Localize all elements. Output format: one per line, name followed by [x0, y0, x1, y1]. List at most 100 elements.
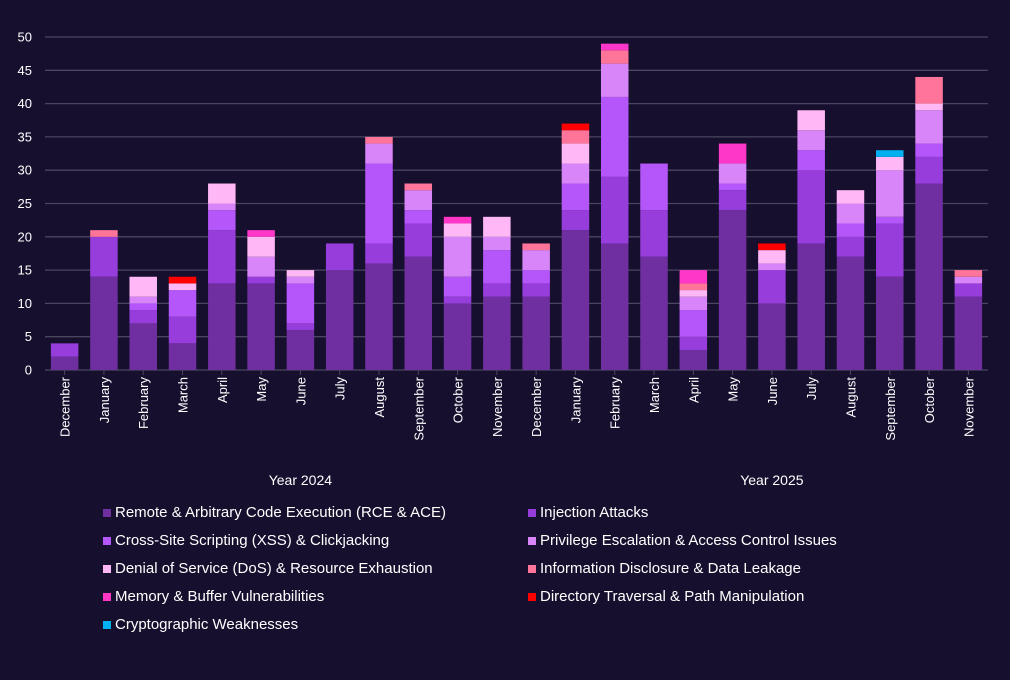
y-tick-label: 25	[18, 196, 32, 211]
x-tick-label: June	[293, 377, 308, 405]
bar-segment	[718, 190, 747, 211]
bar-segment	[758, 243, 786, 251]
y-tick-label: 20	[18, 229, 32, 244]
legend-swatch	[103, 536, 111, 545]
x-tick-label: April	[215, 377, 230, 403]
x-tick-label: August	[843, 377, 858, 418]
bar-segment	[836, 236, 865, 257]
bar-segment	[915, 110, 943, 144]
bar-segment	[836, 190, 865, 204]
x-tick-label: September	[883, 376, 898, 440]
bar-segment	[365, 163, 393, 244]
bar-segment	[483, 236, 511, 251]
x-tick-label: July	[333, 377, 348, 401]
bar-segment	[208, 210, 236, 231]
legend-label: Injection Attacks	[540, 504, 649, 521]
bar-segment	[286, 283, 315, 324]
legend-swatch	[528, 508, 536, 517]
bar-segment	[679, 310, 708, 337]
bar-segment	[797, 130, 825, 151]
bar-segment	[404, 223, 433, 257]
bar-segment	[954, 276, 983, 284]
y-tick-label: 5	[25, 329, 32, 344]
bar-segment	[797, 150, 825, 171]
bar-segment	[286, 270, 315, 277]
bar-segment	[679, 290, 708, 297]
bar-segment	[443, 216, 472, 224]
legend-item: Memory & Buffer Vulnerabilities	[103, 588, 324, 605]
bar-segment	[483, 283, 511, 297]
bar-segment	[443, 223, 472, 237]
group-label: Year 2025	[740, 472, 804, 488]
bar-segment	[600, 176, 629, 244]
bar-segment	[404, 183, 433, 191]
legend-swatch	[103, 508, 111, 517]
bar-segment	[679, 283, 708, 291]
bar-segment	[561, 210, 590, 231]
bar-segment	[522, 283, 550, 297]
legend-label: Remote & Arbitrary Code Execution (RCE &…	[115, 504, 446, 521]
x-tick-label: December	[58, 376, 73, 437]
bar-segment	[522, 296, 550, 370]
bar-segment	[443, 303, 472, 370]
x-tick-label: February	[608, 377, 623, 430]
legend-item: Cryptographic Weaknesses	[103, 616, 298, 633]
bar-segment	[561, 183, 590, 211]
bar-segment	[522, 243, 550, 251]
bar-segment	[561, 143, 590, 164]
x-tick-label: April	[686, 377, 701, 403]
group-label: Year 2024	[269, 472, 333, 488]
bar-segment	[50, 343, 79, 357]
bar-segment	[561, 123, 590, 131]
bar-segment	[915, 103, 943, 111]
bar-segment	[90, 276, 118, 370]
y-tick-label: 10	[18, 296, 32, 311]
bar-segment	[758, 263, 786, 271]
x-tick-label: November	[490, 376, 505, 437]
bar-segment	[483, 216, 511, 237]
legend-swatch	[528, 564, 536, 573]
bar-segment	[208, 203, 236, 211]
x-tick-label: March	[647, 377, 662, 413]
x-tick-label: May	[726, 377, 741, 402]
bar-segment	[758, 250, 786, 264]
bar-segment	[404, 210, 433, 224]
bar-segment	[443, 236, 472, 277]
bar-segment	[168, 343, 197, 370]
legend-swatch	[103, 592, 111, 601]
bar-segment	[915, 183, 943, 370]
y-tick-label: 45	[18, 63, 32, 78]
bar-segment	[640, 256, 668, 370]
bar-segment	[876, 276, 904, 370]
legend-item: Information Disclosure & Data Leakage	[528, 560, 801, 577]
legend-label: Privilege Escalation & Access Control Is…	[540, 532, 837, 549]
bar-segment	[522, 250, 550, 271]
bar-segment	[365, 243, 393, 264]
x-tick-label: March	[176, 377, 191, 413]
x-tick-label: May	[254, 377, 269, 402]
bar-segment	[208, 230, 236, 284]
x-tick-label: August	[372, 377, 387, 418]
x-axis: December January February March April May June…	[58, 370, 976, 488]
bar-segment	[247, 283, 275, 370]
bar-segment	[129, 276, 157, 297]
bar-segment	[168, 316, 197, 344]
bar-segment	[208, 183, 236, 204]
legend-swatch	[528, 536, 536, 545]
legend-item: Injection Attacks	[528, 504, 648, 521]
bar-segment	[679, 336, 708, 351]
bar-segment	[600, 96, 629, 177]
bar-segment	[797, 170, 825, 244]
bar-segment	[325, 270, 354, 370]
bar-segment	[600, 43, 629, 51]
bar-segment	[718, 143, 747, 164]
bar-segment	[876, 223, 904, 277]
bar-segment	[679, 350, 708, 370]
bar-segment	[600, 63, 629, 97]
bar-segment	[247, 256, 275, 277]
bar-segment	[876, 216, 904, 224]
bar-segment	[561, 130, 590, 144]
bar-segment	[836, 256, 865, 370]
legend-item: Cross-Site Scripting (XSS) & Clickjackin…	[103, 532, 389, 549]
bar-segment	[915, 156, 943, 184]
